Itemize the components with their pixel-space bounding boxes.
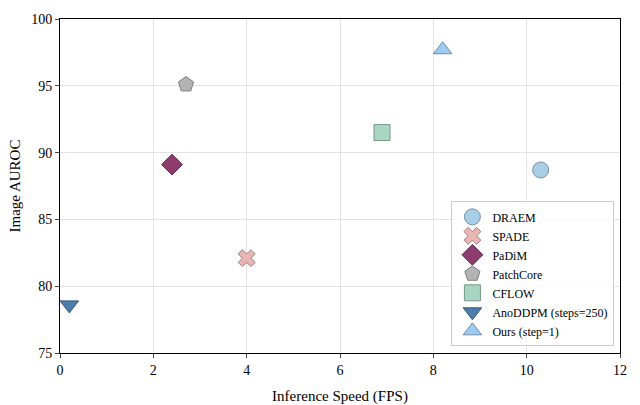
svg-text:Image AUROC: Image AUROC xyxy=(7,140,23,233)
svg-text:85: 85 xyxy=(38,212,52,227)
svg-text:CFLOW: CFLOW xyxy=(492,287,535,301)
svg-text:95: 95 xyxy=(38,79,52,94)
svg-text:4: 4 xyxy=(243,363,250,378)
svg-text:SPADE: SPADE xyxy=(492,230,529,244)
svg-text:10: 10 xyxy=(520,363,534,378)
svg-text:0: 0 xyxy=(57,363,64,378)
svg-text:Ours (step=1): Ours (step=1) xyxy=(492,325,558,339)
svg-text:2: 2 xyxy=(150,363,157,378)
svg-text:PatchCore: PatchCore xyxy=(492,268,542,282)
svg-text:80: 80 xyxy=(38,279,52,294)
svg-text:DRAEM: DRAEM xyxy=(492,211,536,225)
svg-text:12: 12 xyxy=(613,363,627,378)
svg-text:100: 100 xyxy=(31,12,52,27)
svg-text:8: 8 xyxy=(430,363,437,378)
svg-text:75: 75 xyxy=(38,346,52,361)
svg-text:6: 6 xyxy=(337,363,344,378)
svg-text:90: 90 xyxy=(38,146,52,161)
svg-text:Inference Speed (FPS): Inference Speed (FPS) xyxy=(272,388,408,405)
svg-text:PaDiM: PaDiM xyxy=(492,249,527,263)
svg-text:AnoDDPM (steps=250): AnoDDPM (steps=250) xyxy=(492,306,607,320)
